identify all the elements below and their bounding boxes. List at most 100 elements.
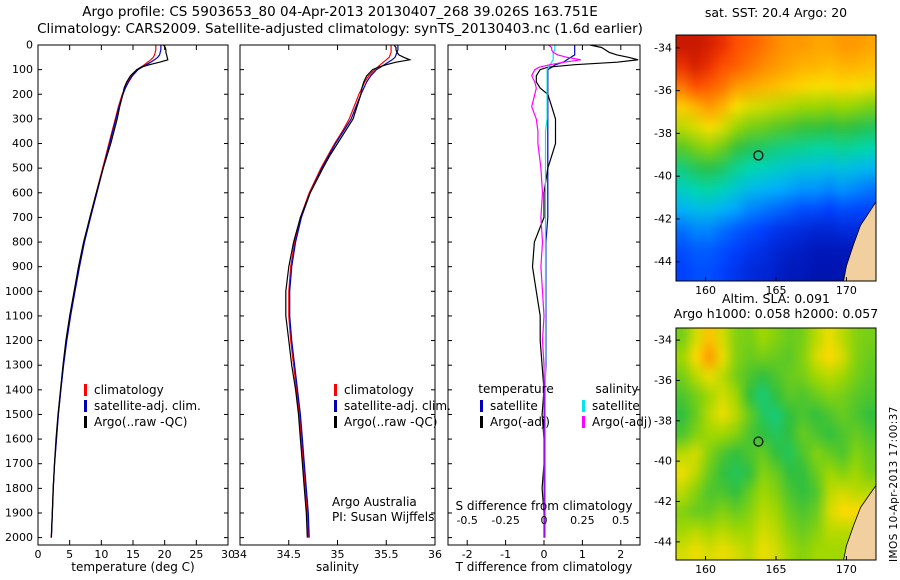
lon-tick-label: 165: [766, 284, 787, 297]
lat-tick-label: -38: [654, 127, 672, 140]
legend-item-satellite-adj: satellite-adj. clim.: [334, 398, 451, 414]
legend-item-satellite-t: satellite: [462, 398, 570, 414]
x-tick-label: 34.5: [277, 548, 302, 561]
x-tick-label: 35: [331, 548, 345, 561]
salinity-axes-box: [239, 44, 436, 546]
salinity-panel: 34 34.5 35 35.5 36: [233, 44, 442, 561]
sla_map-overlay: 160 165 170 -34 -36 -38 -40 -42 -44: [654, 327, 877, 576]
legend-item-satellite-s: satellite: [572, 398, 662, 414]
lat-tick-label: -42: [654, 212, 672, 225]
depth-tick-label: 1800: [5, 482, 33, 495]
legend-label-argo-s: Argo(-adj): [592, 415, 652, 429]
argo-raw-temp-line: [50, 45, 169, 538]
legend-item-satellite-adj: satellite-adj. clim.: [84, 398, 201, 414]
depth-tick-label: 800: [12, 236, 33, 249]
legend-item-climatology: climatology: [84, 382, 201, 398]
temperature-panel: 0 5 10 15 20 25 300100200300400500600700800900…: [5, 39, 235, 562]
lon-tick-label: 160: [695, 284, 716, 297]
x-tick-label: 36: [428, 548, 442, 561]
difference-panel-legend-salinity: salinity satellite Argo(-adj): [572, 382, 662, 430]
legend-label-argo-raw: Argo(..raw -QC): [94, 415, 188, 429]
x-tick-label: 25: [189, 548, 203, 561]
depth-tick-label: 1400: [5, 383, 33, 396]
difference-axes-box: [447, 44, 641, 546]
x-tick-label: 0: [35, 548, 42, 561]
lat-tick-label: -40: [654, 455, 672, 468]
argo-raw-color-swatch: [334, 416, 337, 428]
legend-label-climatology: climatology: [344, 383, 414, 397]
x-tick-label: 15: [126, 548, 140, 561]
depth-tick-label: 1000: [5, 285, 33, 298]
lon-tick-label: 170: [836, 563, 857, 576]
lat-tick-label: -38: [654, 414, 672, 427]
sla-map-title: Altim. SLA: 0.091: [721, 291, 830, 306]
argo-s-diff-line: [531, 45, 582, 538]
satellite-s-diff-line: [544, 45, 556, 538]
legend-header-temperature: temperature: [478, 382, 554, 396]
climatology-sal-line: [288, 45, 392, 538]
satellite-adj-color-swatch: [334, 400, 337, 412]
x-tick-label: 34: [233, 548, 247, 561]
argo-t-color-swatch: [480, 416, 483, 428]
legend-item-argo-raw: Argo(..raw -QC): [84, 414, 201, 430]
lon-tick-label: 160: [695, 563, 716, 576]
imos-timestamp: IMOS 10-Apr-2013 17:00:37: [888, 406, 900, 562]
legend-label-climatology: climatology: [94, 383, 164, 397]
legend-label-argo-t: Argo(-adj): [490, 415, 550, 429]
argo-raw-sal-line: [285, 45, 412, 538]
depth-tick-label: 100: [12, 63, 33, 76]
depth-tick-label: 1700: [5, 457, 33, 470]
salinity-axis-label: salinity: [315, 560, 360, 574]
satellite-adj-temp-line: [50, 45, 162, 538]
lat-tick-label: -40: [654, 170, 672, 183]
s-diff-tick-label: 0.5: [612, 514, 630, 527]
x-tick-label: 1: [579, 548, 586, 561]
legend-header-salinity: salinity: [595, 382, 639, 396]
legend-label-satellite-s: satellite: [592, 399, 640, 413]
depth-tick-label: 700: [12, 211, 33, 224]
pi-note: PI: Susan Wijffels: [332, 510, 435, 524]
depth-tick-label: 400: [12, 137, 33, 150]
depth-tick-label: 1200: [5, 334, 33, 347]
lat-tick-label: -44: [654, 535, 672, 548]
lat-tick-label: -36: [654, 84, 672, 97]
sst_map-border: [675, 34, 877, 282]
x-tick-label: 20: [158, 548, 172, 561]
legend-label-satellite-adj: satellite-adj. clim.: [344, 399, 451, 413]
depth-tick-label: 300: [12, 112, 33, 125]
climatology-color-swatch: [84, 384, 87, 396]
climatology-color-swatch: [334, 384, 337, 396]
lat-tick-label: -34: [654, 41, 672, 54]
depth-tick-label: 900: [12, 260, 33, 273]
s-difference-axis-label: S difference from climatology: [455, 499, 633, 513]
legend-item-argo-s: Argo(-adj): [572, 414, 662, 430]
sla-map-subtitle: Argo h1000: 0.058 h2000: 0.057: [673, 306, 879, 321]
depth-tick-label: 200: [12, 88, 33, 101]
satellite-adj-color-swatch: [84, 400, 87, 412]
depth-tick-label: 1500: [5, 408, 33, 421]
depth-tick-label: 0: [26, 39, 33, 52]
x-tick-label: 0: [541, 548, 548, 561]
satellite-t-diff-line: [544, 45, 576, 538]
satellite-adj-sal-line: [289, 45, 399, 538]
climatology-temp-line: [50, 45, 157, 538]
legend-item-climatology: climatology: [334, 382, 451, 398]
figure-subtitle: Climatology: CARS2009. Satellite-adjuste…: [37, 21, 643, 37]
x-tick-label: -2: [462, 548, 473, 561]
depth-tick-label: 2000: [5, 531, 33, 544]
temperature-axes-box: [37, 44, 229, 546]
sst-map: [676, 35, 876, 281]
satellite-t-color-swatch: [480, 400, 483, 412]
sst-map-title: sat. SST: 20.4 Argo: 20: [704, 5, 848, 20]
lat-tick-label: -44: [654, 255, 672, 268]
coastline-land: [843, 201, 876, 281]
t-difference-axis-label: T difference from climatology: [455, 560, 633, 574]
s-diff-tick-label: -0.25: [491, 514, 519, 527]
sla_map-border: [675, 327, 877, 561]
difference-panel: -2 -1 0 1 2 -0.5 -0.25 0 0.25 0.5: [447, 44, 641, 561]
coastline-land: [843, 484, 876, 560]
legend-item-argo-raw: Argo(..raw -QC): [334, 414, 451, 430]
depth-tick-label: 1300: [5, 359, 33, 372]
figure-title: Argo profile: CS 5903653_80 04-Apr-2013 …: [82, 4, 598, 20]
